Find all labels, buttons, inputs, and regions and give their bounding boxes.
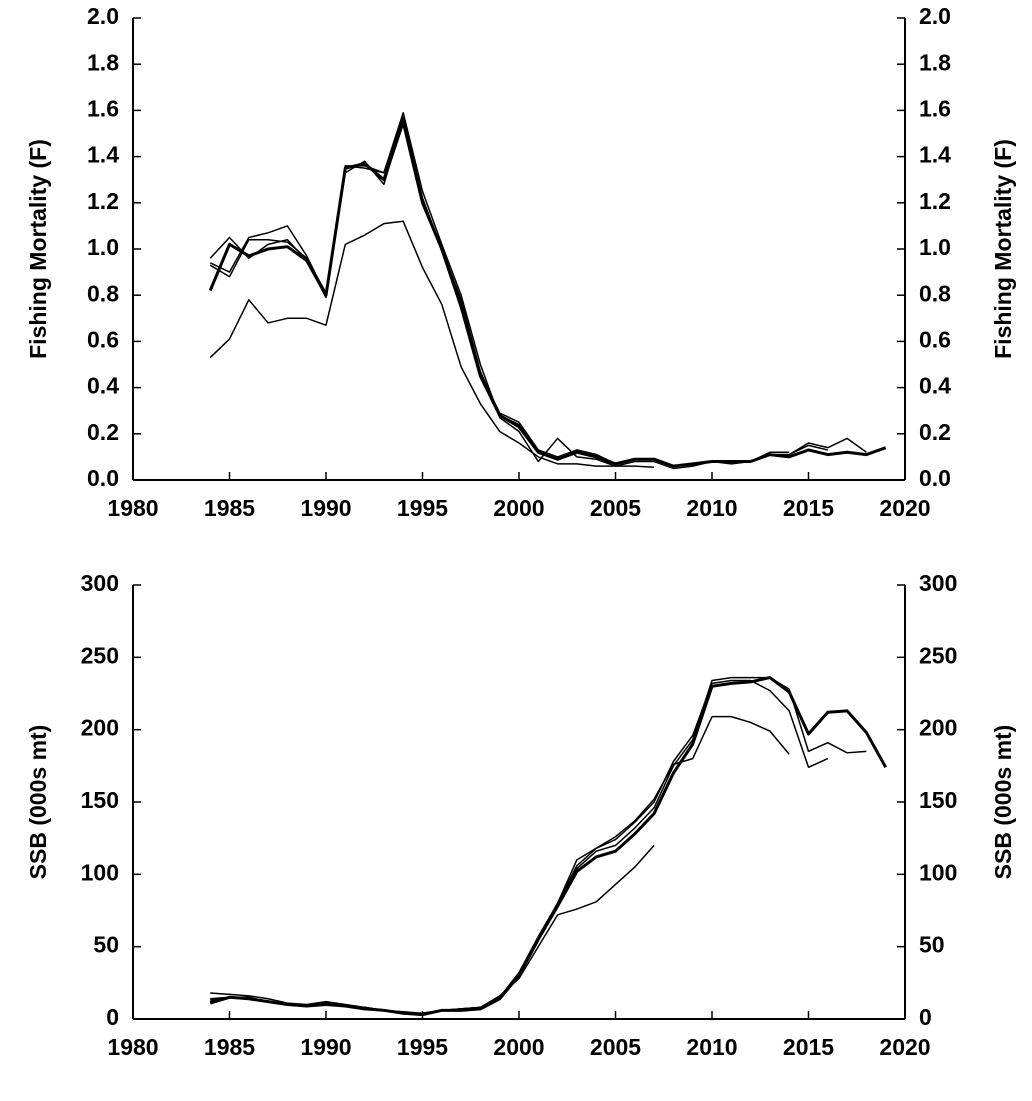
y2-tick-label: 50	[919, 932, 945, 958]
x-tick-label: 2005	[590, 495, 641, 521]
y2-tick-label: 1.2	[919, 188, 951, 214]
x-tick-label: 1990	[300, 1034, 351, 1060]
y2-tick-label: 0.0	[919, 465, 951, 491]
y-tick-label: 1.0	[87, 234, 119, 260]
y-tick-label: 0.6	[87, 326, 119, 352]
y-tick-label: 1.8	[87, 49, 119, 75]
y2-tick-label: 1.8	[919, 49, 951, 75]
y-tick-label: 0	[106, 1004, 119, 1030]
x-tick-label: 2000	[493, 495, 544, 521]
y-tick-label: 1.6	[87, 95, 119, 121]
y-tick-label: 200	[81, 715, 119, 741]
y2-tick-label: 0	[919, 1004, 932, 1030]
series-line	[209, 220, 655, 469]
y-tick-label: 0.4	[87, 373, 119, 399]
x-tick-label: 2015	[783, 1034, 834, 1060]
y-tick-label: 1.4	[87, 142, 119, 168]
x-tick-label: 1980	[107, 495, 158, 521]
y2-tick-label: 0.8	[919, 280, 951, 306]
y2-tick-label: 0.2	[919, 419, 951, 445]
x-tick-label: 1985	[204, 1034, 255, 1060]
y2-tick-label: 2.0	[919, 3, 951, 29]
y2-axis-label: SSB (000s mt)	[990, 725, 1016, 880]
y2-tick-label: 250	[919, 642, 957, 668]
x-tick-label: 2020	[879, 495, 930, 521]
y-tick-label: 250	[81, 642, 119, 668]
y2-tick-label: 100	[919, 859, 957, 885]
y2-tick-label: 1.6	[919, 95, 951, 121]
series-line	[208, 120, 887, 468]
series-line	[209, 118, 828, 467]
y-axis-label: Fishing Mortality (F)	[25, 139, 51, 359]
y2-tick-label: 150	[919, 787, 957, 813]
series-line	[210, 676, 867, 1014]
y-tick-label: 0.2	[87, 419, 119, 445]
x-tick-label: 2010	[686, 1034, 737, 1060]
x-tick-label: 1980	[107, 1034, 158, 1060]
y-tick-label: 150	[81, 787, 119, 813]
series-line	[210, 679, 829, 1014]
x-tick-label: 2020	[879, 1034, 930, 1060]
y2-tick-label: 0.6	[919, 326, 951, 352]
y-tick-label: 2.0	[87, 3, 119, 29]
y-tick-label: 0.0	[87, 465, 119, 491]
y2-tick-label: 1.4	[919, 142, 951, 168]
y2-tick-label: 300	[919, 570, 957, 596]
y-tick-label: 0.8	[87, 280, 119, 306]
y-axis-label: SSB (000s mt)	[25, 725, 51, 880]
y2-tick-label: 1.0	[919, 234, 951, 260]
x-tick-label: 1985	[204, 495, 255, 521]
y-tick-label: 1.2	[87, 188, 119, 214]
y2-axis-label: Fishing Mortality (F)	[990, 139, 1016, 359]
y2-tick-label: 200	[919, 715, 957, 741]
x-tick-label: 1995	[397, 1034, 448, 1060]
x-tick-label: 1995	[397, 495, 448, 521]
y-tick-label: 100	[81, 859, 119, 885]
series-line	[209, 676, 888, 1017]
x-tick-label: 1990	[300, 495, 351, 521]
series-line	[210, 844, 655, 1014]
x-tick-label: 2000	[493, 1034, 544, 1060]
x-tick-label: 2015	[783, 495, 834, 521]
y2-tick-label: 0.4	[919, 373, 951, 399]
y-tick-label: 50	[93, 932, 119, 958]
x-tick-label: 2005	[590, 1034, 641, 1060]
series-line	[210, 715, 790, 1014]
x-tick-label: 2010	[686, 495, 737, 521]
y-tick-label: 300	[81, 570, 119, 596]
series-line	[209, 116, 867, 467]
